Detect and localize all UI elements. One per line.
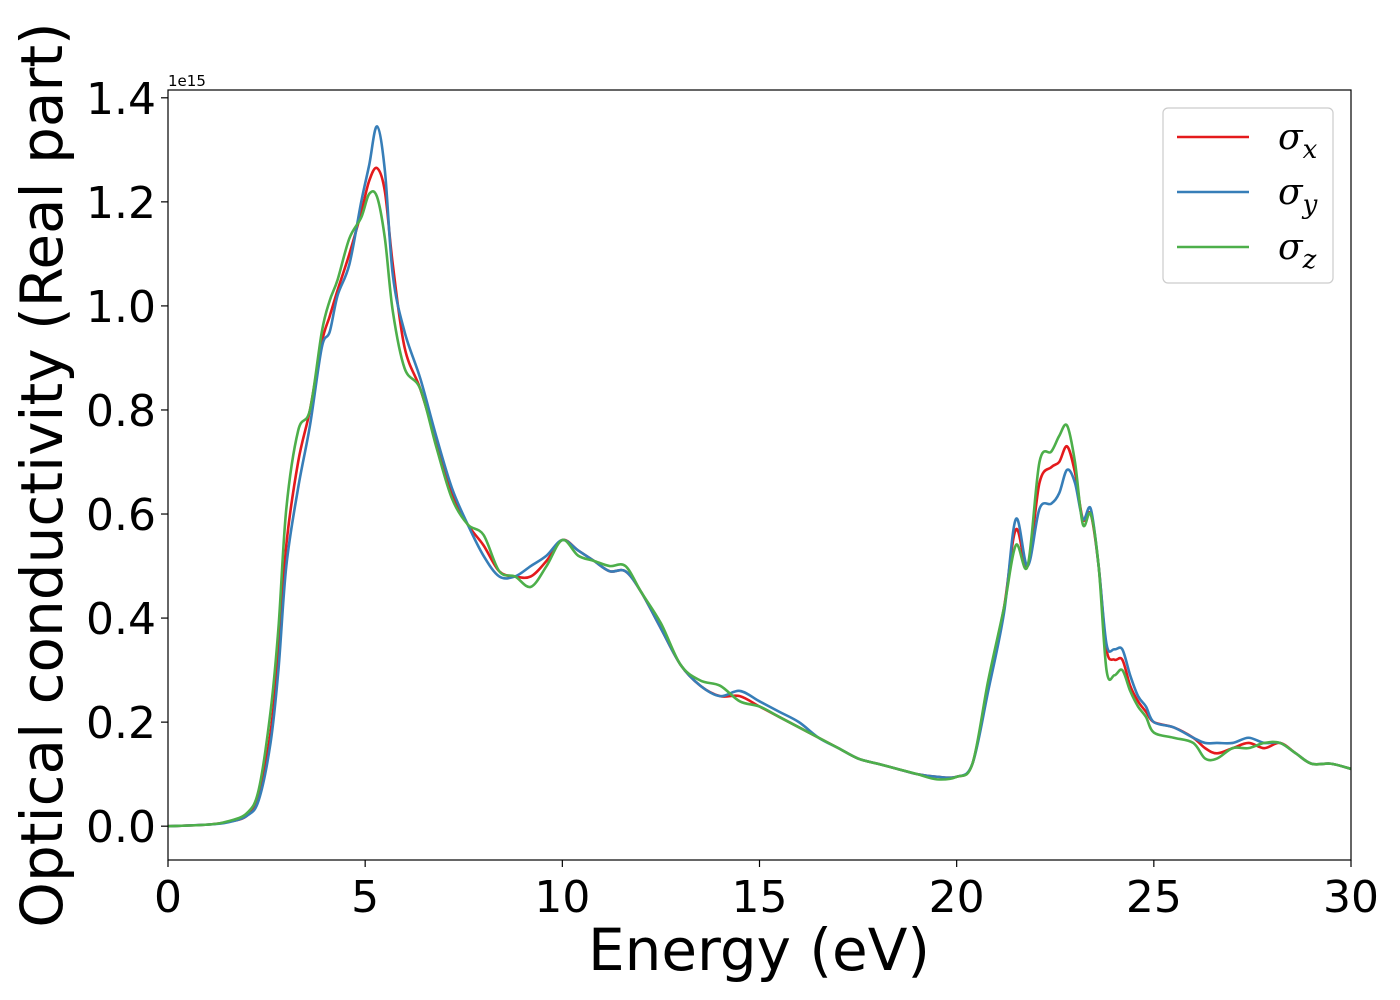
legend: σx σy σz — [1162, 107, 1334, 284]
y-tick-label: 0.0 — [86, 802, 156, 853]
legend-label-y: σy — [1278, 172, 1318, 220]
plot-area — [168, 125, 1351, 828]
x-tick-label: 20 — [929, 872, 985, 923]
x-tick-label: 15 — [732, 872, 788, 923]
x-tick-label: 0 — [154, 872, 182, 923]
y-tick-label: 0.2 — [86, 698, 156, 749]
x-axis: 0 5 10 15 20 25 30 — [154, 860, 1379, 923]
x-tick-label: 30 — [1323, 872, 1379, 923]
y-tick-label: 0.4 — [86, 594, 156, 645]
y-tick-label: 1.0 — [86, 282, 156, 333]
x-axis-label: Energy (eV) — [588, 916, 930, 984]
y-offset-text: 1e15 — [168, 72, 206, 90]
series-line-y — [168, 125, 1351, 828]
series-layer — [168, 125, 1351, 828]
legend-label-z: σz — [1278, 227, 1317, 275]
y-tick-label: 0.8 — [86, 386, 156, 437]
y-tick-label: 1.2 — [86, 178, 156, 229]
y-axis-label: Optical conductivity (Real part) — [8, 22, 76, 927]
y-axis: 0.0 0.2 0.4 0.6 0.8 1.0 1.2 1.4 — [86, 74, 168, 853]
y-tick-label: 1.4 — [86, 74, 156, 125]
x-tick-label: 25 — [1126, 872, 1182, 923]
x-tick-label: 5 — [351, 872, 379, 923]
series-line-z — [168, 189, 1351, 828]
legend-box — [1162, 107, 1334, 284]
x-tick-label: 10 — [534, 872, 590, 923]
y-tick-label: 0.6 — [86, 490, 156, 541]
legend-label-x: σx — [1278, 117, 1318, 165]
